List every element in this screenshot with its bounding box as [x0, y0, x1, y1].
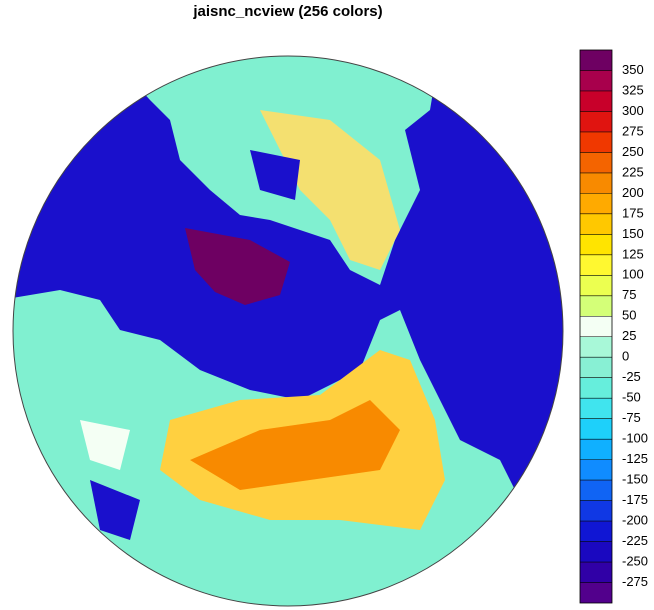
colorbar-label: -150	[622, 472, 648, 487]
colorbar-label: -100	[622, 431, 648, 446]
colorbar-swatch	[580, 193, 612, 214]
colorbar-swatch	[580, 111, 612, 132]
colorbar-label: -250	[622, 553, 648, 568]
colorbar-label: -125	[622, 451, 648, 466]
colorbar-swatch	[580, 275, 612, 296]
sea	[90, 480, 140, 540]
colorbar-swatch	[580, 500, 612, 522]
colorbar-swatch	[580, 213, 612, 235]
colorbar-label: 150	[622, 226, 644, 241]
colorbar-label: -175	[622, 492, 648, 507]
colorbar-swatch	[580, 582, 612, 603]
colorbar-label: 200	[622, 185, 644, 200]
colorbar-swatch	[580, 50, 612, 71]
colorbar-swatch	[580, 316, 612, 337]
colorbar-label: -75	[622, 410, 641, 425]
colorbar-swatch	[580, 377, 612, 399]
colorbar-label: 25	[622, 328, 636, 343]
map-border	[12, 55, 564, 607]
colorbar-swatch	[580, 439, 612, 460]
colorbar-label: -50	[622, 390, 641, 405]
colorbar-frame	[579, 49, 613, 604]
colorbar-swatch	[580, 295, 612, 317]
colorbar-swatch	[580, 131, 612, 153]
colorbar-swatch	[580, 418, 612, 440]
colorbar-label: -200	[622, 513, 648, 528]
landmass-warm	[260, 110, 400, 270]
colorbar-label: 225	[622, 164, 644, 179]
colorbar-swatch	[580, 480, 612, 501]
colorbar-label: -275	[622, 574, 648, 589]
colorbar-label: 350	[622, 62, 644, 77]
colorbar-swatch	[580, 541, 612, 563]
colorbar-label: -25	[622, 369, 641, 384]
map-field	[13, 56, 563, 606]
title: jaisnc_ncview (256 colors)	[192, 3, 382, 20]
colorbar-label: -225	[622, 533, 648, 548]
colorbar-swatch	[580, 336, 612, 358]
colorbar-label: 100	[622, 267, 644, 282]
colorbar-swatch	[580, 172, 612, 194]
colorbar-swatch	[580, 70, 612, 91]
bay	[250, 150, 300, 200]
colorbar-swatch	[580, 357, 612, 378]
colorbar-label: 50	[622, 308, 636, 323]
colorbar-swatch	[580, 254, 612, 276]
landmass-hot	[190, 400, 400, 490]
colorbar-swatch	[580, 234, 612, 255]
colorbar-label: 175	[622, 205, 644, 220]
greenland	[185, 228, 290, 305]
landmass-cool	[80, 420, 130, 470]
colorbar-swatch	[580, 459, 612, 481]
colorbar-swatch	[580, 562, 612, 583]
colorbar-swatch	[580, 521, 612, 542]
colorbar-label: 325	[622, 82, 644, 97]
colorbar-label: 250	[622, 144, 644, 159]
colorbar-label: 75	[622, 287, 636, 302]
colorbar-swatch	[580, 90, 612, 112]
colorbar-label: 0	[622, 349, 629, 364]
colorbar: 3503253002752502252001751501251007550250…	[579, 49, 648, 604]
colorbar-swatch	[580, 398, 612, 419]
colorbar-label: 300	[622, 103, 644, 118]
colorbar-swatch	[580, 152, 612, 173]
colorbar-label: 125	[622, 246, 644, 261]
colorbar-label: 275	[622, 123, 644, 138]
